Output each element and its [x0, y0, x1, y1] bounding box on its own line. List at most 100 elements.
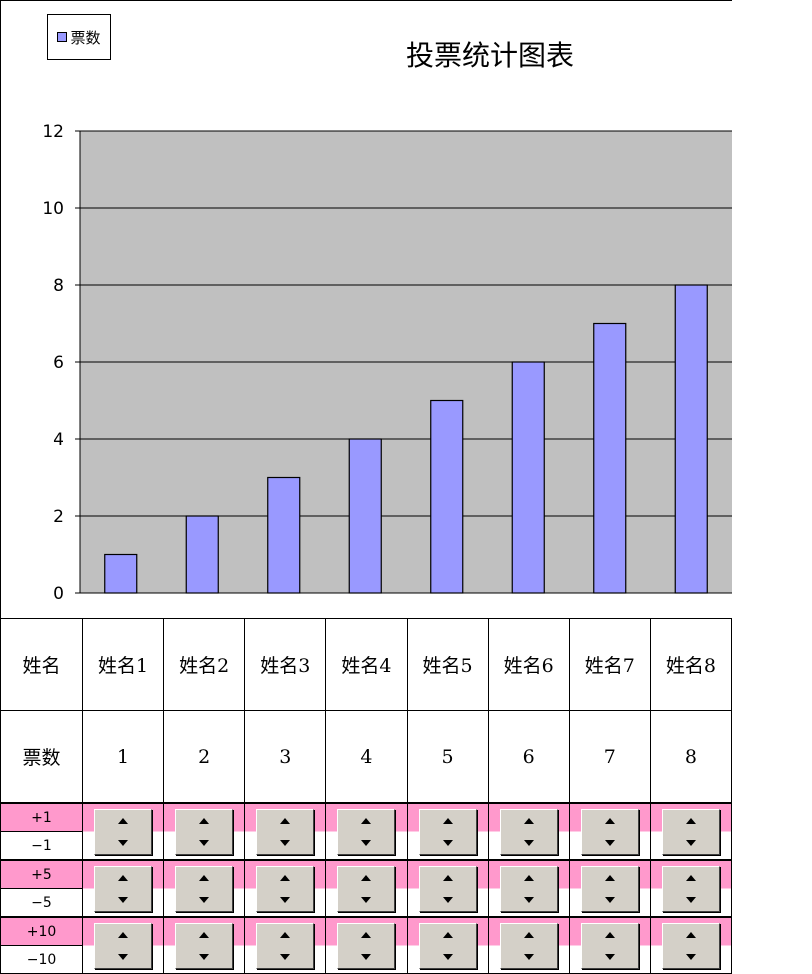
- triangle-up-icon[interactable]: [118, 875, 129, 881]
- y-tick-label: 2: [53, 507, 64, 527]
- triangle-up-icon[interactable]: [199, 875, 210, 881]
- stepper-cell: [406, 916, 489, 974]
- vote-spin-button[interactable]: [661, 923, 720, 969]
- triangle-down-icon[interactable]: [280, 897, 291, 903]
- triangle-up-icon[interactable]: [280, 818, 291, 824]
- triangle-down-icon[interactable]: [280, 954, 291, 960]
- triangle-down-icon[interactable]: [523, 954, 534, 960]
- triangle-down-icon[interactable]: [118, 897, 129, 903]
- triangle-up-icon[interactable]: [442, 818, 453, 824]
- stepper-cell: [406, 859, 489, 918]
- triangle-down-icon[interactable]: [199, 897, 210, 903]
- triangle-up-icon[interactable]: [523, 875, 534, 881]
- vote-spin-button[interactable]: [175, 866, 234, 912]
- triangle-down-icon[interactable]: [118, 954, 129, 960]
- vote-spin-button[interactable]: [580, 866, 639, 912]
- triangle-down-icon[interactable]: [361, 840, 372, 846]
- votes-cell: 1: [81, 710, 165, 804]
- decrement-row: −5: [0, 888, 732, 918]
- triangle-down-icon[interactable]: [199, 840, 210, 846]
- vote-spin-button[interactable]: [94, 866, 153, 912]
- triangle-down-icon[interactable]: [685, 954, 696, 960]
- stepper-cell: [163, 859, 246, 918]
- stepper-cell: [244, 916, 327, 974]
- votes-cell: 8: [649, 710, 733, 804]
- vote-spin-button[interactable]: [94, 809, 153, 855]
- triangle-up-icon[interactable]: [361, 818, 372, 824]
- stepper-cell: [81, 802, 165, 861]
- triangle-down-icon[interactable]: [442, 897, 453, 903]
- triangle-up-icon[interactable]: [604, 875, 615, 881]
- triangle-down-icon[interactable]: [604, 840, 615, 846]
- triangle-down-icon[interactable]: [604, 954, 615, 960]
- vote-spin-button[interactable]: [499, 923, 558, 969]
- triangle-up-icon[interactable]: [361, 875, 372, 881]
- vote-spin-button[interactable]: [256, 866, 315, 912]
- chart-legend: 票数: [47, 14, 111, 60]
- bar: [348, 438, 382, 594]
- triangle-down-icon[interactable]: [442, 954, 453, 960]
- name-row: 姓名 姓名1 姓名2 姓名3 姓名4 姓名5 姓名6 姓名7 姓名8: [0, 618, 733, 711]
- triangle-down-icon[interactable]: [442, 840, 453, 846]
- triangle-up-icon[interactable]: [118, 818, 129, 824]
- vote-spin-button[interactable]: [256, 923, 315, 969]
- vote-spin-button[interactable]: [418, 809, 477, 855]
- triangle-up-icon[interactable]: [199, 932, 210, 938]
- stepper-cell: [325, 802, 408, 861]
- triangle-up-icon[interactable]: [685, 875, 696, 881]
- triangle-up-icon[interactable]: [280, 932, 291, 938]
- vote-spin-button[interactable]: [580, 809, 639, 855]
- vote-spin-button[interactable]: [661, 809, 720, 855]
- triangle-up-icon[interactable]: [118, 932, 129, 938]
- vote-spin-button[interactable]: [337, 866, 396, 912]
- triangle-down-icon[interactable]: [280, 840, 291, 846]
- votes-cell: 6: [487, 710, 570, 804]
- triangle-down-icon[interactable]: [685, 897, 696, 903]
- triangle-down-icon[interactable]: [604, 897, 615, 903]
- triangle-down-icon[interactable]: [523, 840, 534, 846]
- stepper-cell: [649, 859, 733, 918]
- vote-spin-button[interactable]: [256, 809, 315, 855]
- vote-spin-button[interactable]: [580, 923, 639, 969]
- vote-spin-button[interactable]: [499, 866, 558, 912]
- triangle-down-icon[interactable]: [361, 954, 372, 960]
- triangle-up-icon[interactable]: [199, 818, 210, 824]
- stepper-cell: [244, 859, 327, 918]
- triangle-up-icon[interactable]: [442, 932, 453, 938]
- triangle-up-icon[interactable]: [523, 818, 534, 824]
- triangle-up-icon[interactable]: [685, 818, 696, 824]
- triangle-up-icon[interactable]: [604, 932, 615, 938]
- stepper-cell: [568, 859, 651, 918]
- decrement-label: −5: [0, 888, 83, 918]
- vote-spin-button[interactable]: [418, 923, 477, 969]
- triangle-up-icon[interactable]: [280, 875, 291, 881]
- y-tick-label: 6: [53, 353, 64, 373]
- stepper-cell: [568, 916, 651, 974]
- vote-spin-button[interactable]: [337, 809, 396, 855]
- stepper-cell: [163, 916, 246, 974]
- vote-spin-button[interactable]: [337, 923, 396, 969]
- triangle-up-icon[interactable]: [604, 818, 615, 824]
- vote-spin-button[interactable]: [175, 809, 234, 855]
- votes-row: 票数 1 2 3 4 5 6 7 8: [0, 710, 733, 804]
- triangle-up-icon[interactable]: [523, 932, 534, 938]
- triangle-down-icon[interactable]: [523, 897, 534, 903]
- bar-chart: 0 2 4 6 8 10 12: [42, 122, 732, 604]
- vote-spin-button[interactable]: [499, 809, 558, 855]
- increment-row: +10: [0, 916, 733, 974]
- votes-cell: 5: [406, 710, 489, 804]
- triangle-down-icon[interactable]: [199, 954, 210, 960]
- vote-spin-button[interactable]: [661, 866, 720, 912]
- bar: [185, 515, 219, 594]
- triangle-up-icon[interactable]: [442, 875, 453, 881]
- vote-spin-button[interactable]: [94, 923, 153, 969]
- vote-spin-button[interactable]: [418, 866, 477, 912]
- triangle-up-icon[interactable]: [361, 932, 372, 938]
- vote-spin-button[interactable]: [175, 923, 234, 969]
- vote-table: 姓名 姓名1 姓名2 姓名3 姓名4 姓名5 姓名6 姓名7 姓名8 票数 1 …: [0, 618, 733, 974]
- triangle-down-icon[interactable]: [685, 840, 696, 846]
- name-header: 姓名: [0, 618, 83, 711]
- triangle-up-icon[interactable]: [685, 932, 696, 938]
- triangle-down-icon[interactable]: [118, 840, 129, 846]
- triangle-down-icon[interactable]: [361, 897, 372, 903]
